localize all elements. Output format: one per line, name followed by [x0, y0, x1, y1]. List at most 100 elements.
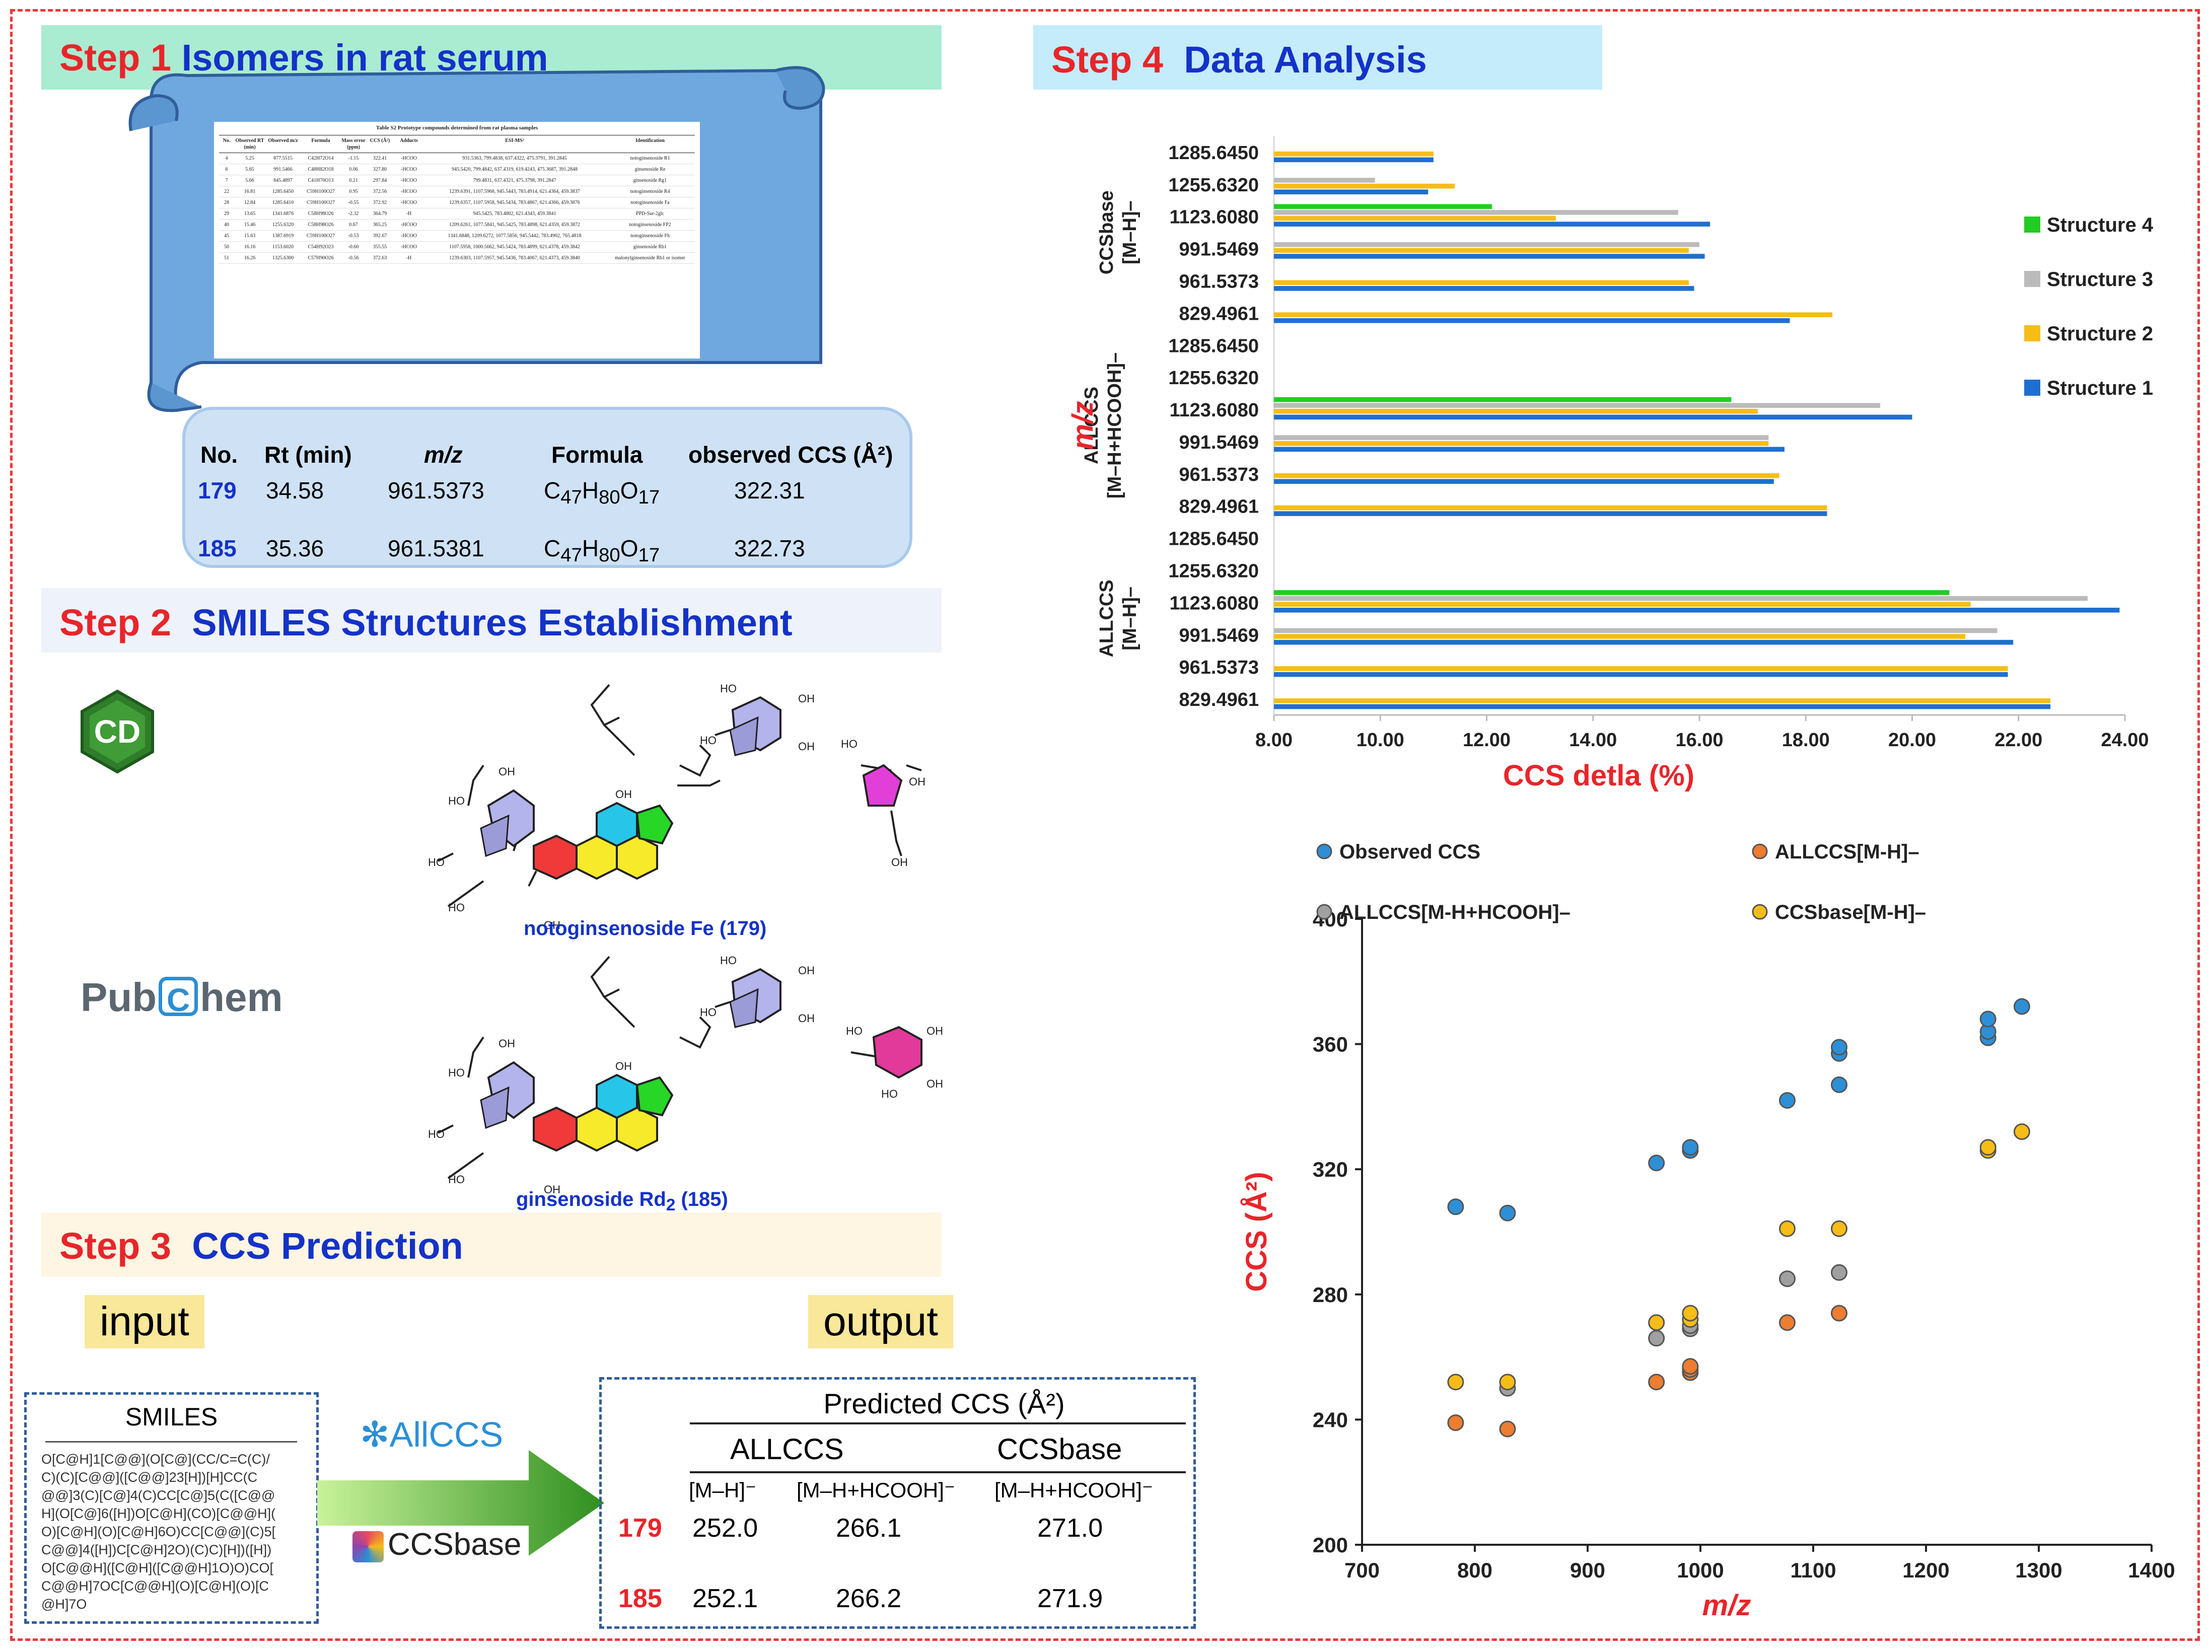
atom-label: HO: [448, 1173, 465, 1186]
bar-structure-1: [1274, 607, 2120, 613]
scatter-point-ccsbase-m-h-: [1499, 1374, 1516, 1391]
atom-label: OH: [926, 1025, 943, 1037]
scroll-table-cell: ginsenoside Re: [634, 167, 666, 172]
scatter-legend-label: CCSbase[M-H]–: [1775, 901, 1926, 923]
atom-label: OH: [798, 692, 815, 705]
scroll-table-cell: Formula: [311, 138, 330, 143]
predicted-row1-v2: 266.1: [836, 1514, 902, 1543]
bar-structure-3: [1274, 435, 1769, 440]
bar-legend-label: Structure 3: [2047, 268, 2153, 291]
bar-structure-3: [1274, 403, 1881, 408]
predicted-adduct-1: [M–H]⁻: [689, 1478, 757, 1502]
scroll-table-cell: 15.46: [244, 222, 256, 228]
smiles-divider: [45, 1441, 297, 1443]
isomer-row2-ccs: 322.73: [734, 535, 805, 561]
scroll-table-cell: 1341.6848, 1209.6272, 1077.5856, 945.544…: [448, 233, 582, 239]
scatter-point-allccs-m-h-: [1778, 1314, 1796, 1331]
scatter-point-ccsbase-m-h-: [1648, 1314, 1665, 1331]
predicted-rule-top: [690, 1422, 1186, 1424]
scroll-table-cell: 392.67: [373, 233, 387, 239]
bar-category-label: 961.5373: [1179, 464, 1259, 485]
bar-x-tick-label: 18.00: [1782, 730, 1830, 751]
scroll-table-cell: 1209.6261, 1077.5841, 945.5425, 783.4898…: [449, 222, 580, 228]
scroll-table-row: 7 5.66 845.4897 C41H70O13 0.21 297.84 -HCOO 799…: [219, 175, 695, 186]
isomer-header-rt: Rt (min): [264, 442, 352, 468]
bar-structure-2: [1274, 505, 1827, 511]
scroll-table-cell: 16.81: [244, 189, 256, 194]
bar-structure-3: [1274, 178, 1375, 183]
scroll-table-row: 51 16.26 1325.6300 C57H90O26 -0.56 372.63 -H 12…: [219, 253, 695, 264]
scatter-point-observed-ccs: [1682, 1139, 1699, 1156]
bar-group-label-line1: ALLCCS: [1081, 387, 1102, 464]
isomer-row2-no: 185: [198, 535, 237, 561]
atom-label: OH: [798, 964, 815, 977]
ccsbase-logo: CCSbase: [352, 1527, 521, 1562]
scroll-table-cell: ginsenoside Rb1: [633, 244, 667, 250]
isomer-row2-mz: 961.5381: [388, 535, 484, 561]
smiles-line: O)[C@H](O)[C@H]6O)CC[C@@](C)5[: [41, 1524, 276, 1539]
bar-x-tick-label: 24.00: [2101, 730, 2149, 751]
scatter-legend-marker: [1752, 904, 1768, 920]
scroll-table-cell: 365.25: [373, 222, 387, 228]
scroll-table-cell: 45: [224, 233, 229, 239]
smiles-line: @H]7O: [41, 1597, 87, 1612]
scroll-table-cell: -HCOO: [401, 156, 417, 161]
smiles-string: O[C@H]1[C@@](O[C@](CC/C=C(C)/ C)(C)[C@@](…: [41, 1450, 275, 1613]
isomer-row1-rt: 34.58: [266, 477, 324, 504]
atom-label: HO: [720, 954, 737, 967]
scroll-table-row: 50 16.16 1153.6020 C54H92O23 -0.60 355.55 -HCO…: [219, 242, 695, 253]
bar-structure-1: [1274, 639, 2014, 645]
predicted-row2-v2: 266.2: [836, 1584, 902, 1613]
scatter-point-observed-ccs: [1447, 1198, 1464, 1215]
predicted-row1-no: 179: [618, 1514, 662, 1543]
scatter-y-tick-label: 240: [1313, 1408, 1348, 1431]
scroll-table-cell: 51: [224, 255, 229, 261]
scatter-x-tick-label: 1100: [1790, 1558, 1836, 1582]
atom-label: HO: [846, 1025, 863, 1037]
atom-label: HO: [700, 734, 717, 747]
scroll-table-cell: 322.41: [373, 156, 387, 161]
pubchem-c-icon: C: [159, 977, 198, 1018]
smiles-line: C)(C)[C@@]([C@@]23[H])[H]CC(C: [41, 1470, 258, 1485]
chemdraw-logo-text: CD: [94, 713, 141, 750]
scroll-table-cell: 7: [225, 178, 228, 183]
scroll-table-cell: 1325.6300: [272, 255, 294, 261]
bar-category-label: 1255.6320: [1168, 368, 1259, 389]
scroll-table-cell: Adducts: [400, 138, 418, 143]
bar-category-label: 991.5469: [1179, 239, 1259, 260]
atom-label: HO: [428, 1128, 445, 1140]
smiles-line: C@@H]7OC[C@@H](O)[C@H](O)[C: [41, 1578, 269, 1594]
smiles-line: H](O[C@]6([H])O[C@H](CO)[C@@H](: [41, 1506, 276, 1521]
scatter-point-observed-ccs: [1499, 1204, 1516, 1222]
scroll-table-cell: C59H100O27: [306, 200, 335, 205]
scroll-table-cell: -H: [406, 255, 412, 261]
bar-structure-4: [1274, 204, 1492, 209]
scatter-legend-marker: [1316, 843, 1332, 859]
bar-structure-2: [1274, 183, 1455, 189]
scroll-table-cell: Identification: [635, 138, 665, 143]
scroll-table-cell: C58H98O26: [308, 222, 334, 228]
scroll-table-row: 40 15.46 1255.6320 C58H98O26 0.67 365.25 -HCOO…: [219, 220, 695, 231]
bar-x-tick-label: 16.00: [1675, 730, 1723, 751]
scroll-table-cell: Mass error (ppm): [341, 138, 366, 150]
bar-category-label: 1123.6080: [1169, 207, 1259, 228]
scroll-table-row: 45 15.63 1387.6919 C59H100O27 -0.53 392.67 -HC…: [219, 231, 695, 242]
bar-x-tick-label: 12.00: [1463, 730, 1511, 751]
scroll-table-cell: 1387.6919: [272, 233, 294, 239]
scroll-table-cell: -HCOO: [401, 222, 417, 228]
bar-legend-swatch: [2024, 271, 2040, 287]
atom-label: OH: [544, 1183, 560, 1196]
predicted-rule-mid: [690, 1471, 1186, 1473]
scroll-table-cell: 1341.6876: [272, 211, 294, 217]
scroll-table-cell: 29: [224, 211, 229, 217]
bar-group-label: ALLCCS [M–H]–: [1096, 580, 1140, 657]
bar-x-tick-label: 8.00: [1255, 730, 1293, 751]
bar-y-axis-title-text: m/z: [1066, 401, 1099, 450]
bar-structure-1: [1274, 318, 1790, 323]
atom-label: OH: [498, 1037, 515, 1050]
scatter-point-ccsbase-m-h-: [1979, 1139, 1996, 1156]
scroll-table-row: 4 5.25 877.5515 C42H72O14 -1.15 322.41 -HCOO 93…: [219, 153, 695, 164]
bar-structure-2: [1274, 409, 1758, 414]
step3-title: Step 3 CCS Prediction: [59, 1225, 463, 1267]
scroll-table-cell: 845.4897: [273, 178, 293, 183]
